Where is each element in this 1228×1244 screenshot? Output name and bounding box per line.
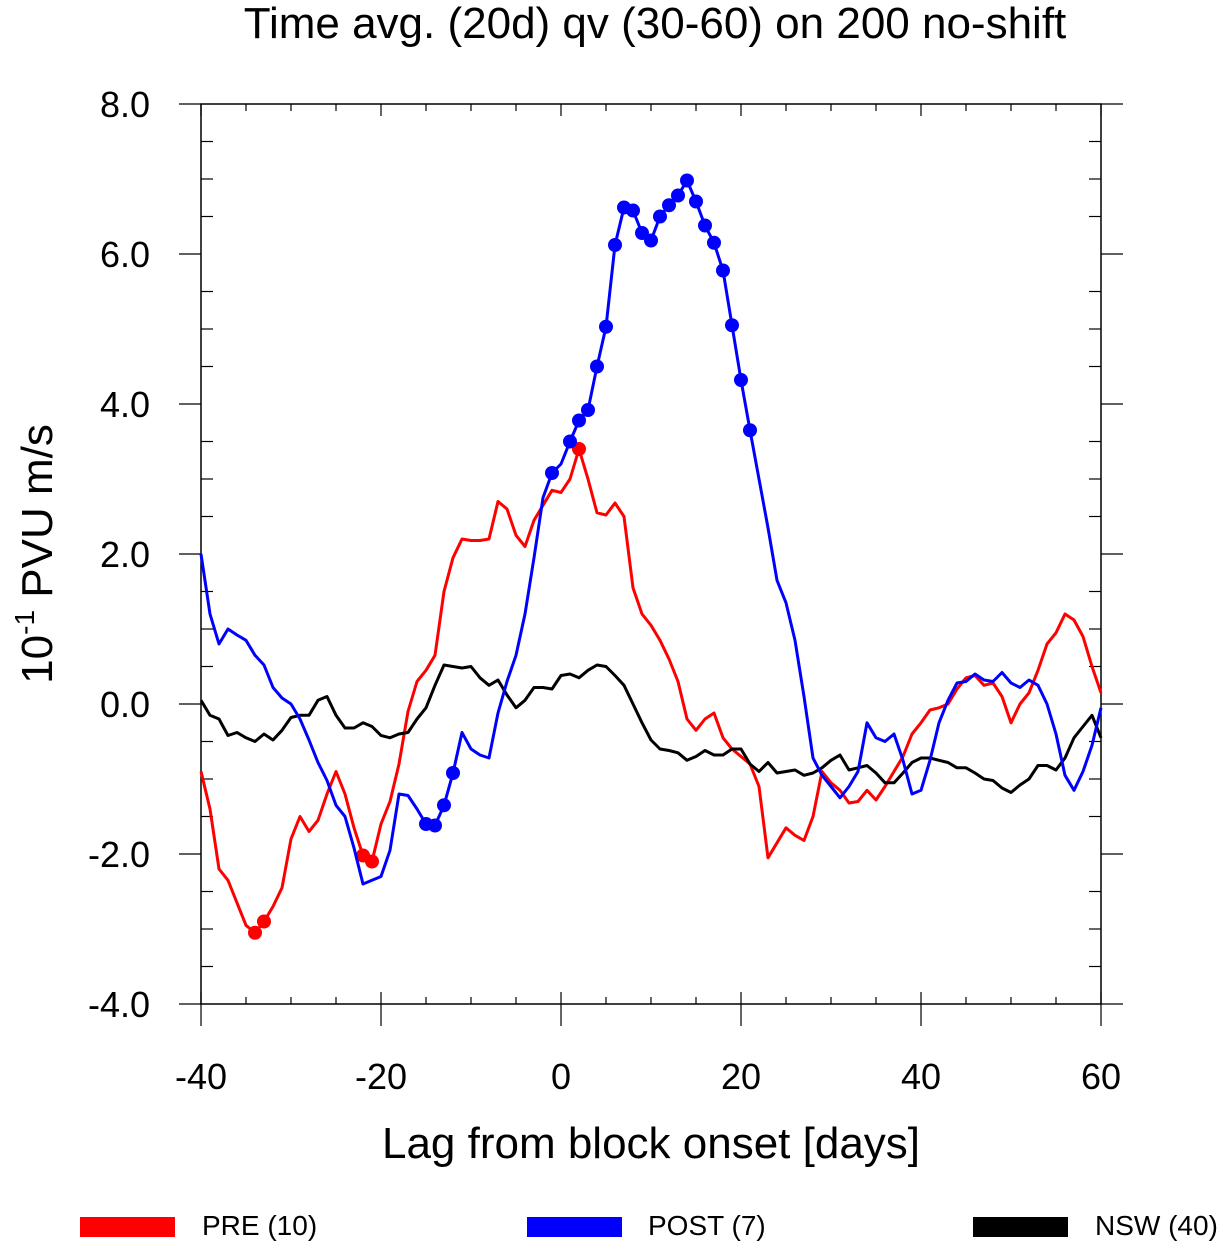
x-tick-label: 60	[1081, 1056, 1121, 1097]
series-marker-pre	[257, 914, 271, 929]
legend-swatch-pre	[80, 1217, 175, 1237]
x-tick-label: 40	[901, 1056, 941, 1097]
x-tick-label: 20	[721, 1056, 761, 1097]
legend-label-post: POST (7)	[648, 1210, 766, 1241]
series-marker-post	[626, 203, 640, 218]
series-marker-post	[716, 263, 730, 278]
series-marker-post	[428, 818, 442, 833]
series-marker-post	[545, 466, 559, 480]
series-marker-post	[662, 198, 676, 213]
series-marker-post	[446, 766, 460, 780]
x-tick-label: -20	[355, 1056, 407, 1097]
x-axis-label: Lag from block onset [days]	[382, 1119, 920, 1168]
y-tick-label: 4.0	[100, 384, 150, 425]
y-tick-label: 2.0	[100, 534, 150, 575]
series-marker-post	[689, 194, 703, 209]
y-tick-label: 0.0	[100, 684, 150, 725]
legend-label-pre: PRE (10)	[202, 1210, 318, 1241]
series-marker-post	[437, 798, 451, 813]
series-marker-post	[734, 373, 748, 387]
series-marker-post	[644, 233, 658, 248]
series-marker-post	[608, 238, 622, 252]
y-axis-label: 10-1 PVU m/s	[9, 424, 62, 684]
y-tick-label: 8.0	[100, 84, 150, 125]
y-tick-label: -4.0	[88, 984, 150, 1025]
series-marker-post	[725, 318, 739, 333]
series-marker-pre	[365, 854, 379, 869]
y-tick-label: -2.0	[88, 834, 150, 875]
series-marker-post	[563, 434, 577, 449]
series-marker-post	[572, 413, 586, 428]
series-marker-post	[590, 359, 604, 374]
legend-label-nsw: NSW (40)	[1095, 1210, 1218, 1241]
series-marker-post	[743, 423, 757, 438]
series-marker-post	[599, 319, 613, 334]
x-tick-label: -40	[175, 1056, 227, 1097]
legend-swatch-post	[527, 1217, 622, 1237]
legend-swatch-nsw	[973, 1217, 1068, 1237]
x-tick-label: 0	[551, 1056, 571, 1097]
series-marker-post	[653, 209, 667, 224]
series-marker-post	[671, 188, 685, 203]
series-line-pre	[199, 447, 1103, 935]
series-marker-pre	[248, 925, 262, 940]
chart-title: Time avg. (20d) qv (30-60) on 200 no-shi…	[243, 0, 1067, 48]
series-line-post	[199, 179, 1103, 886]
series-marker-post	[707, 235, 721, 250]
y-tick-label: 6.0	[100, 234, 150, 275]
series-marker-post	[680, 173, 694, 188]
series-marker-post	[698, 218, 712, 233]
series-line-nsw	[199, 663, 1103, 794]
series-marker-post	[581, 403, 595, 417]
